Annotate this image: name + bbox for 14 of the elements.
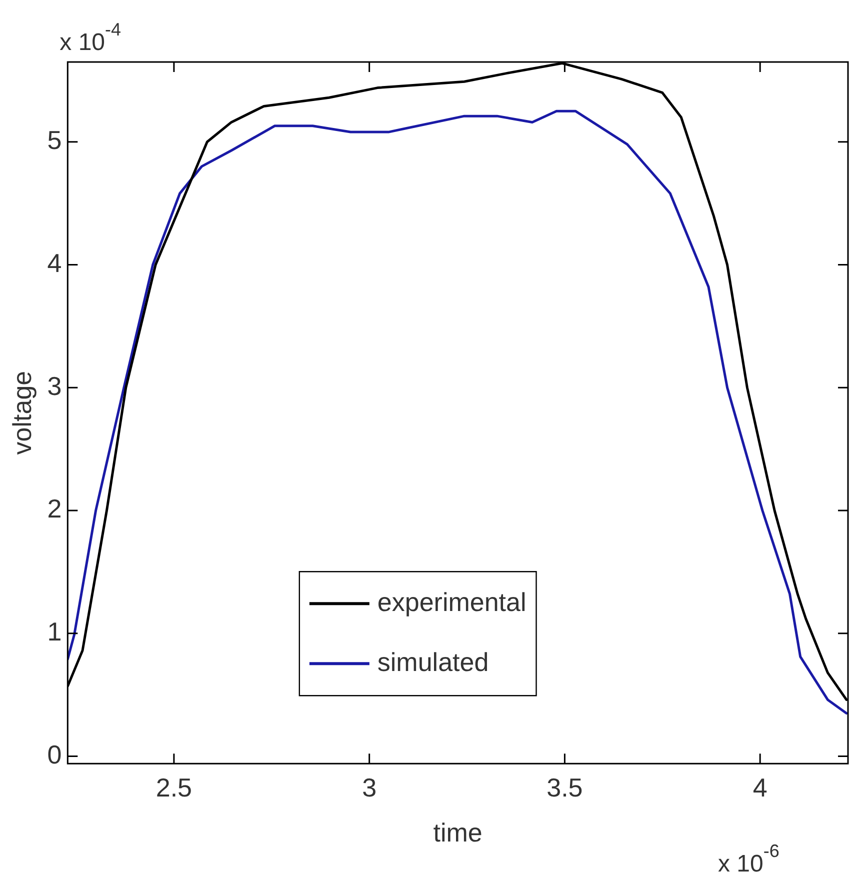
y-tick-label: 5 bbox=[47, 125, 62, 156]
y-tick-label: 4 bbox=[47, 248, 62, 278]
y-tick-label: 1 bbox=[47, 616, 62, 647]
y-tick-label: 0 bbox=[47, 739, 62, 770]
x-tick-label: 3.5 bbox=[546, 772, 583, 802]
legend-label: experimental bbox=[377, 586, 526, 617]
legend-label: simulated bbox=[377, 646, 489, 677]
x-tick-label: 4 bbox=[752, 772, 768, 802]
y-tick-label: 3 bbox=[47, 370, 62, 401]
x-axis-title: time bbox=[433, 818, 482, 848]
x-tick-label: 2.5 bbox=[156, 772, 192, 802]
y-axis-title: voltage bbox=[6, 370, 37, 455]
y-tick-label: 2 bbox=[47, 494, 62, 524]
x-tick-label: 3 bbox=[362, 772, 377, 802]
